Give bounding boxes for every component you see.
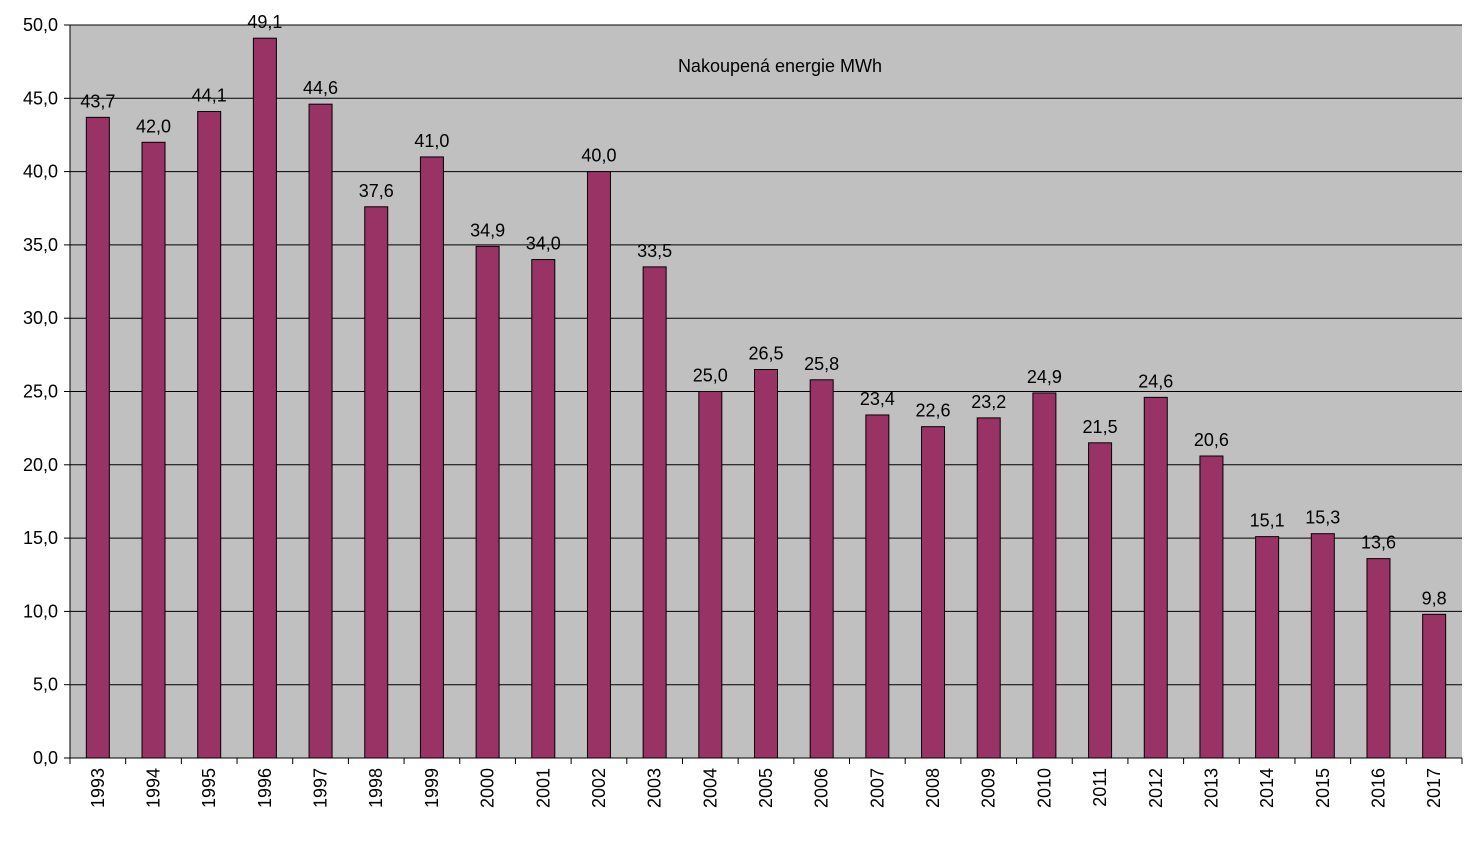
bar-2002: [586, 171, 611, 759]
data-label-2014: 15,1: [1250, 511, 1285, 531]
y-tick-label: 25,0: [23, 382, 58, 402]
bar-1996: [252, 37, 277, 759]
data-label-2006: 25,8: [804, 354, 839, 374]
bar-2011: [1088, 442, 1113, 759]
x-tick-label-2001: 2001: [533, 768, 553, 808]
x-tick-label-2000: 2000: [478, 768, 498, 808]
y-tick-label: 35,0: [23, 235, 58, 255]
data-label-2002: 40,0: [581, 146, 616, 166]
data-label-2005: 26,5: [748, 344, 783, 364]
x-tick-label-2006: 2006: [812, 768, 832, 808]
data-label-2016: 13,6: [1361, 533, 1396, 553]
bar-2001: [531, 259, 556, 759]
y-tick-label: 50,0: [23, 15, 58, 35]
data-label-2015: 15,3: [1305, 508, 1340, 528]
bar-2005: [754, 369, 778, 759]
data-label-1993: 43,7: [80, 91, 115, 111]
bar-2017: [1422, 613, 1447, 759]
bars: [85, 37, 1447, 759]
bar-1999: [419, 156, 444, 759]
data-label-1999: 41,0: [414, 131, 449, 151]
data-label-2008: 22,6: [916, 401, 951, 421]
y-tick-label: 20,0: [23, 455, 58, 475]
x-tick-label-1996: 1996: [255, 768, 275, 808]
bar-1997: [308, 103, 333, 759]
data-label-2011: 21,5: [1083, 417, 1118, 437]
bar-2014: [1255, 536, 1280, 759]
data-label-2004: 25,0: [693, 366, 728, 386]
x-tick-label-2016: 2016: [1368, 768, 1388, 808]
data-label-2001: 34,0: [526, 234, 561, 254]
data-label-1994: 42,0: [136, 116, 171, 136]
bar-2013: [1199, 455, 1224, 759]
data-label-2000: 34,9: [470, 220, 505, 240]
x-tick-label-2003: 2003: [645, 768, 665, 808]
bar-2016: [1366, 558, 1391, 759]
data-label-2009: 23,2: [971, 392, 1006, 412]
x-tick-label-2004: 2004: [700, 768, 720, 808]
data-label-1997: 44,6: [303, 78, 338, 98]
y-tick-label: 5,0: [33, 675, 58, 695]
bar-1994: [141, 141, 166, 759]
bar-2006: [809, 379, 834, 759]
bar-2009: [976, 417, 1001, 759]
bar-2004: [698, 391, 723, 759]
bar-2008: [921, 426, 946, 759]
data-label-2013: 20,6: [1194, 430, 1229, 450]
data-label-1995: 44,1: [192, 85, 227, 105]
y-tick-label: 10,0: [23, 601, 58, 621]
x-tick-label-1993: 1993: [88, 768, 108, 808]
axes: 0,0 5,0 10,0 15,0 20,0 25,0 30,0 35,0 40,0 45,0 50…: [23, 15, 1463, 808]
bar-1993: [85, 116, 110, 759]
x-tick-label-1998: 1998: [366, 768, 386, 808]
x-tick-label-2012: 2012: [1146, 768, 1166, 808]
data-label-2007: 23,4: [860, 389, 895, 409]
data-labels: 43,7 42,0 44,1 49,1 44,6 37,6 41,0 34,9 34,0 40,0…: [80, 12, 1446, 608]
x-tick-label-1995: 1995: [199, 768, 219, 808]
x-tick-label-2005: 2005: [756, 768, 776, 808]
x-tick-label-2014: 2014: [1257, 768, 1277, 808]
x-tick-label-2010: 2010: [1034, 768, 1054, 808]
bar-1998: [364, 206, 389, 759]
x-tick-label-2009: 2009: [979, 768, 999, 808]
x-tick-label-1999: 1999: [422, 768, 442, 808]
y-tick-label: 15,0: [23, 528, 58, 548]
x-tick-label-2007: 2007: [867, 768, 887, 808]
bar-2010: [1032, 392, 1057, 759]
chart-title: Nakoupená energie MWh: [678, 56, 882, 76]
y-tick-label: 45,0: [23, 88, 58, 108]
y-tick-label: 40,0: [23, 162, 58, 182]
data-label-2010: 24,9: [1027, 367, 1062, 387]
x-tick-label-2013: 2013: [1201, 768, 1221, 808]
y-tick-label: 0,0: [33, 748, 58, 768]
data-label-2012: 24,6: [1138, 371, 1173, 391]
bar-2012: [1143, 396, 1168, 759]
bar-2007: [865, 414, 890, 759]
bar-2003: [642, 266, 667, 759]
x-tick-label-2015: 2015: [1313, 768, 1333, 808]
x-tick-label-2002: 2002: [589, 768, 609, 808]
x-tick-label-2008: 2008: [923, 768, 943, 808]
data-label-1996: 49,1: [247, 12, 282, 32]
data-label-2003: 33,5: [637, 241, 672, 261]
bar-2015: [1310, 533, 1335, 759]
x-tick-label-1994: 1994: [144, 768, 164, 808]
x-tick-label-2017: 2017: [1424, 768, 1444, 808]
bar-1995: [197, 110, 222, 759]
x-tick-label-1997: 1997: [311, 768, 331, 808]
x-tick-label-2011: 2011: [1090, 768, 1110, 807]
bar-2000: [475, 245, 500, 759]
data-label-1998: 37,6: [359, 181, 394, 201]
y-tick-label: 30,0: [23, 308, 58, 328]
data-label-2017: 9,8: [1422, 588, 1447, 608]
